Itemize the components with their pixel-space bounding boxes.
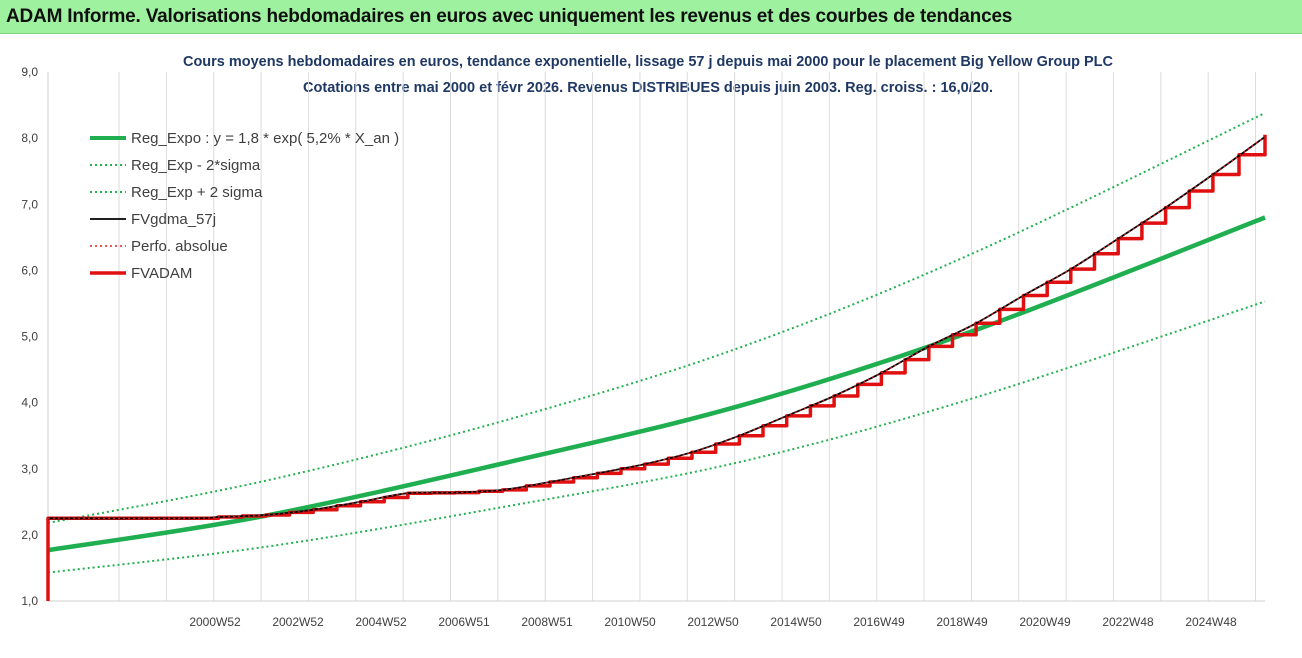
chart-frame: Cours moyens hebdomadaires en euros, ten…	[0, 34, 1302, 653]
chart-svg: Cours moyens hebdomadaires en euros, ten…	[21, 53, 1267, 629]
x-tick-label: 2022W48	[1102, 615, 1154, 629]
y-tick-label: 2,0	[21, 528, 38, 542]
x-tick-label: 2002W52	[272, 615, 324, 629]
x-tick-label: 2004W52	[355, 615, 407, 629]
y-tick-label: 6,0	[21, 263, 38, 277]
legend-label: FVgdma_57j	[131, 211, 216, 228]
series-layer	[46, 112, 1267, 601]
y-tick-label: 4,0	[21, 396, 38, 410]
page-title: ADAM Informe. Valorisations hebdomadaire…	[6, 6, 1013, 27]
y-tick-label: 7,0	[21, 197, 38, 211]
series-line-reg-expo-y-1-8-exp-5-2-x-an	[47, 215, 1266, 553]
legend-label: Reg_Expo : y = 1,8 * exp( 5,2% * X_an )	[131, 130, 399, 147]
chart-title-line1: Cours moyens hebdomadaires en euros, ten…	[183, 53, 1113, 70]
legend-label: Reg_Exp + 2 sigma	[131, 184, 263, 201]
legend: Reg_Expo : y = 1,8 * exp( 5,2% * X_an ) R…	[90, 130, 399, 282]
series-line-reg-exp-2-sigma	[47, 300, 1266, 574]
series-line-perfo-absolue	[47, 136, 1266, 520]
x-tick-label: 2018W49	[936, 615, 988, 629]
x-tick-label: 2008W51	[521, 615, 573, 629]
legend-label: Reg_Exp - 2*sigma	[131, 157, 261, 174]
x-tick-label: 2000W52	[189, 615, 241, 629]
y-tick-label: 5,0	[21, 330, 38, 344]
x-tick-label: 2020W49	[1019, 615, 1071, 629]
y-axis: 1,0 2,0 3,0 4,0 5,0 6,0 7,0 8,0 9,0	[21, 65, 38, 608]
header-bar: ADAM Informe. Valorisations hebdomadaire…	[0, 0, 1302, 34]
legend-label: Perfo. absolue	[131, 238, 228, 255]
chart-title-line2: Cotations entre mai 2000 et févr 2026. R…	[303, 79, 993, 96]
y-tick-label: 9,0	[21, 65, 38, 79]
y-tick-label: 1,0	[21, 594, 38, 608]
x-tick-label: 2024W48	[1185, 615, 1237, 629]
x-tick-label: 2012W50	[687, 615, 739, 629]
x-tick-label: 2014W50	[770, 615, 822, 629]
legend-label: FVADAM	[131, 265, 192, 282]
x-tick-label: 2016W49	[853, 615, 905, 629]
chart-titles: Cours moyens hebdomadaires en euros, ten…	[183, 53, 1113, 96]
x-tick-label: 2006W51	[438, 615, 490, 629]
x-axis: 2000W52 2002W52 2004W52 2006W51 2008W51 2010W…	[189, 615, 1237, 629]
x-tick-label: 2010W50	[604, 615, 656, 629]
series-line-fvadam	[46, 134, 1267, 601]
grid	[47, 72, 1265, 602]
y-tick-label: 8,0	[21, 131, 38, 145]
y-tick-label: 3,0	[21, 462, 38, 476]
